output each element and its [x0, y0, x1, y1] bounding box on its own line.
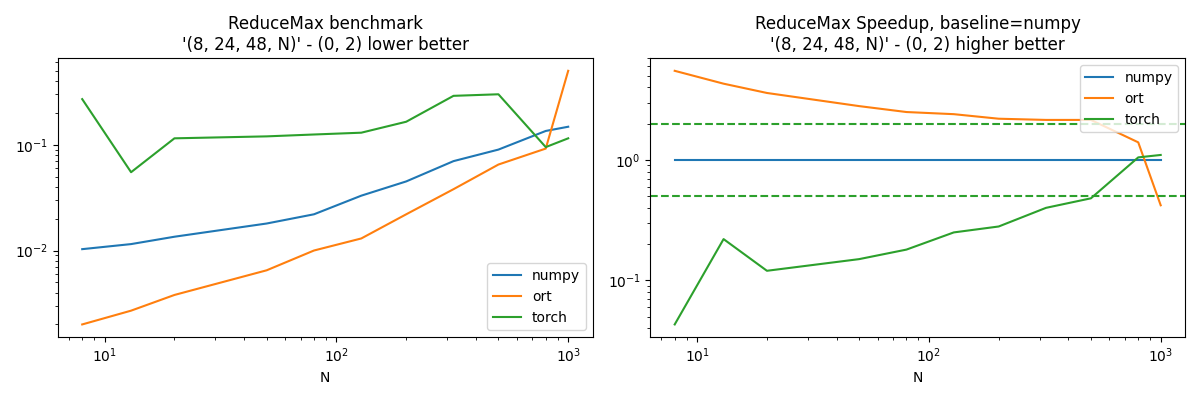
numpy [562, 124, 576, 129]
ort [167, 292, 181, 297]
numpy [307, 212, 322, 217]
torch [991, 224, 1006, 229]
torch [1039, 206, 1054, 210]
Line: torch: torch [83, 94, 569, 172]
ort [491, 162, 505, 167]
numpy [760, 158, 774, 162]
ort [562, 68, 576, 73]
ort [259, 268, 274, 273]
Line: numpy: numpy [83, 127, 569, 249]
ort [354, 236, 368, 241]
numpy [1039, 158, 1054, 162]
ort [307, 248, 322, 253]
numpy [852, 158, 866, 162]
Line: torch: torch [674, 155, 1160, 324]
numpy [716, 158, 731, 162]
torch [354, 130, 368, 135]
torch [1132, 155, 1146, 160]
ort [899, 110, 913, 114]
torch [947, 230, 961, 235]
numpy [491, 147, 505, 152]
torch [76, 97, 90, 102]
numpy [947, 158, 961, 162]
torch [562, 136, 576, 141]
Legend: numpy, ort, torch: numpy, ort, torch [487, 263, 586, 330]
torch [124, 170, 138, 175]
ort [1039, 118, 1054, 122]
torch [167, 136, 181, 141]
torch [307, 132, 322, 137]
torch [1153, 152, 1168, 157]
ort [716, 81, 731, 86]
torch [400, 119, 414, 124]
torch [899, 247, 913, 252]
numpy [899, 158, 913, 162]
Line: ort: ort [674, 71, 1160, 205]
ort [76, 322, 90, 327]
torch [491, 92, 505, 97]
ort [539, 146, 553, 151]
numpy [167, 234, 181, 239]
torch [1084, 196, 1098, 201]
ort [446, 187, 461, 192]
torch [716, 237, 731, 242]
numpy [539, 128, 553, 133]
X-axis label: N: N [320, 371, 330, 385]
X-axis label: N: N [912, 371, 923, 385]
ort [667, 68, 682, 73]
torch [259, 134, 274, 139]
numpy [259, 221, 274, 226]
ort [1084, 118, 1098, 122]
numpy [1084, 158, 1098, 162]
numpy [446, 159, 461, 164]
numpy [991, 158, 1006, 162]
numpy [76, 247, 90, 252]
Title: ReduceMax Speedup, baseline=numpy
'(8, 24, 48, N)' - (0, 2) higher better: ReduceMax Speedup, baseline=numpy '(8, 2… [755, 15, 1081, 54]
ort [991, 116, 1006, 121]
numpy [124, 242, 138, 246]
Legend: numpy, ort, torch: numpy, ort, torch [1080, 65, 1178, 132]
numpy [354, 193, 368, 198]
ort [947, 112, 961, 116]
numpy [1132, 158, 1146, 162]
ort [124, 308, 138, 313]
ort [852, 104, 866, 108]
numpy [400, 179, 414, 184]
ort [1153, 203, 1168, 208]
torch [539, 145, 553, 150]
torch [760, 268, 774, 273]
numpy [1153, 158, 1168, 162]
ort [400, 212, 414, 217]
torch [667, 322, 682, 327]
torch [446, 94, 461, 98]
Title: ReduceMax benchmark
'(8, 24, 48, N)' - (0, 2) lower better: ReduceMax benchmark '(8, 24, 48, N)' - (… [181, 15, 469, 54]
numpy [667, 158, 682, 162]
ort [760, 90, 774, 95]
torch [852, 257, 866, 262]
Line: ort: ort [83, 71, 569, 324]
ort [1132, 140, 1146, 145]
